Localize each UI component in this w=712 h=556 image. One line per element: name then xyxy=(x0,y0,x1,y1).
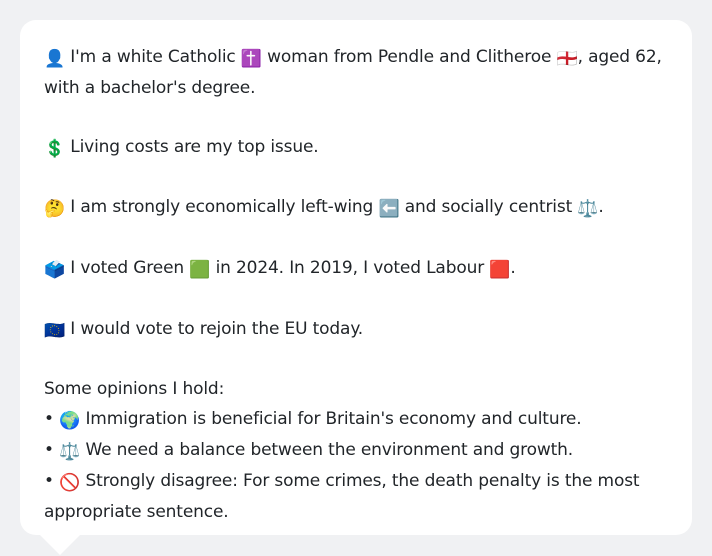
identity-text-3: , aged 62, with a bachelor's degree. xyxy=(44,47,662,99)
thinking-face-icon: 🤔 xyxy=(44,199,66,220)
opinions-heading: Some opinions I hold: xyxy=(44,379,225,400)
identity-text-1: I'm a white Catholic xyxy=(65,47,241,67)
top-issue-text: Living costs are my top issue. xyxy=(65,136,319,157)
red-square-icon: 🟥 xyxy=(489,260,511,281)
ideology-text-2: and socially centrist xyxy=(399,197,578,218)
top-issue-paragraph: 💲 Living costs are my top issue. xyxy=(44,133,668,164)
bubble-tail xyxy=(40,535,80,555)
person-icon: 👤 xyxy=(44,49,66,69)
opinion-text: We need a balance between the environmen… xyxy=(80,439,574,460)
eu-text: I would vote to rejoin the EU today. xyxy=(65,318,364,339)
england-flag-icon: 🏴󠁧󠁢󠁥󠁮󠁧󠁿 xyxy=(556,49,578,69)
dollar-icon: 💲 xyxy=(44,138,66,159)
opinions-section: Some opinions I hold: • 🌍 Immigration is… xyxy=(44,375,668,527)
balance-scale-icon: ⚖️ xyxy=(577,199,599,220)
green-square-icon: 🟩 xyxy=(189,260,211,281)
voting-text-2: in 2024. In 2019, I voted Labour xyxy=(210,258,490,279)
eu-flag-icon: 🇪🇺 xyxy=(44,320,66,341)
voting-text-3: . xyxy=(510,258,516,279)
ideology-text-1: I am strongly economically left-wing xyxy=(65,197,379,218)
bullet-marker: • xyxy=(44,471,54,492)
identity-text-2: woman from Pendle and Clitheroe xyxy=(261,47,557,67)
identity-paragraph: 👤 I'm a white Catholic ✝️ woman from Pen… xyxy=(44,43,668,104)
opinion-text: Immigration is beneficial for Britain's … xyxy=(80,408,582,429)
bullet-marker: • xyxy=(44,439,54,460)
globe-icon: 🌍 xyxy=(59,410,81,431)
opinion-item: • 🚫 Strongly disagree: For some crimes, … xyxy=(44,467,668,528)
opinion-item: • ⚖️ We need a balance between the envir… xyxy=(44,436,668,467)
balance-scale-icon: ⚖️ xyxy=(59,441,81,462)
voting-text-1: I voted Green xyxy=(65,258,190,279)
left-arrow-icon: ⬅️ xyxy=(378,199,400,220)
voting-paragraph: 🗳️ I voted Green 🟩 in 2024. In 2019, I v… xyxy=(44,254,668,285)
prohibited-icon: 🚫 xyxy=(59,473,81,494)
persona-message-bubble: 👤 I'm a white Catholic ✝️ woman from Pen… xyxy=(20,20,692,535)
bullet-marker: • xyxy=(44,408,54,429)
ballot-box-icon: 🗳️ xyxy=(44,260,66,281)
ideology-text-3: . xyxy=(598,197,604,218)
eu-paragraph: 🇪🇺 I would vote to rejoin the EU today. xyxy=(44,315,668,346)
ideology-paragraph: 🤔 I am strongly economically left-wing ⬅… xyxy=(44,193,668,224)
opinion-item: • 🌍 Immigration is beneficial for Britai… xyxy=(44,405,668,436)
cross-icon: ✝️ xyxy=(240,49,262,69)
opinion-text: Strongly disagree: For some crimes, the … xyxy=(44,471,640,523)
